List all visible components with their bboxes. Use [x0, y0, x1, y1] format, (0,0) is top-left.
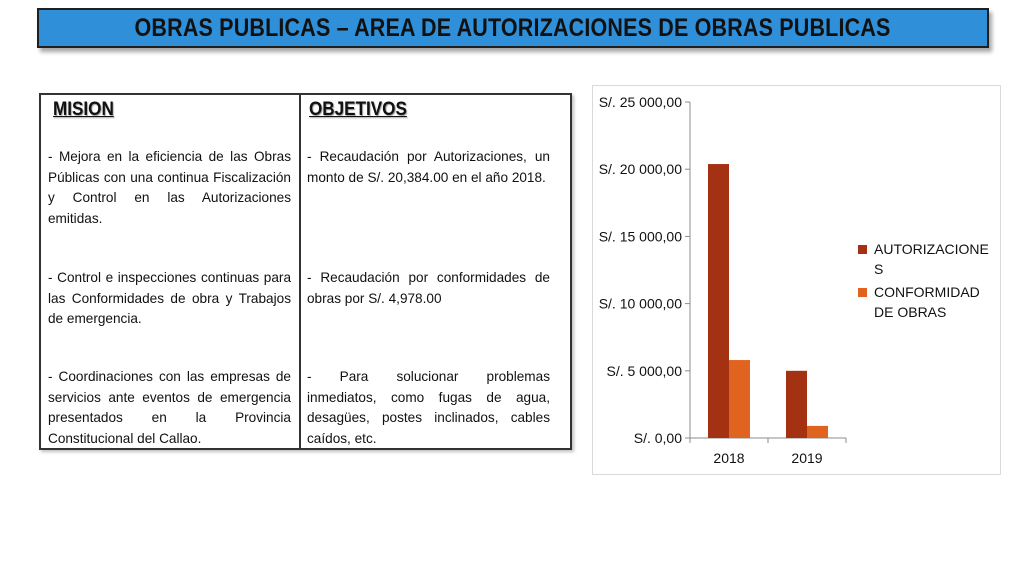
y-tick-label: S/. 15 000,00 — [599, 228, 683, 244]
x-tick-label: 2019 — [791, 450, 822, 466]
title-banner: OBRAS PUBLICAS – AREA DE AUTORIZACIONES … — [37, 8, 989, 48]
y-tick-label: S/. 25 000,00 — [599, 94, 683, 110]
y-tick-label: S/. 20 000,00 — [599, 161, 683, 177]
y-tick-label: S/. 0,00 — [634, 430, 682, 446]
objetivos-heading: OBJETIVOS — [309, 99, 407, 120]
x-tick-label: 2018 — [713, 450, 744, 466]
objetivos-item: - Para solucionar problemas inmediatos, … — [307, 369, 550, 446]
objetivos-column: OBJETIVOS - Recaudación por Autorizacion… — [301, 95, 570, 448]
mission-objectives-table: MISION - Mejora en la eficiencia de las … — [39, 93, 572, 450]
mision-item: - Coordinaciones con las empresas de ser… — [48, 369, 291, 446]
y-tick-label: S/. 10 000,00 — [599, 296, 683, 312]
legend-label: CONFORMIDAD DE OBRAS — [874, 284, 980, 320]
objetivos-item: - Recaudación por Autorizaciones, un mon… — [307, 149, 550, 185]
bar-2018-1 — [729, 360, 750, 438]
mision-column: MISION - Mejora en la eficiencia de las … — [41, 95, 301, 448]
chart-legend: AUTORIZACIONES CONFORMIDAD DE OBRAS — [858, 239, 993, 325]
bar-2018-0 — [708, 164, 729, 438]
legend-item: CONFORMIDAD DE OBRAS — [858, 282, 993, 322]
bar-2019-1 — [807, 425, 828, 438]
legend-label: AUTORIZACIONES — [874, 241, 989, 277]
objetivos-item: - Recaudación por conformidades de obras… — [307, 270, 550, 306]
revenue-bar-chart: S/. 0,00 S/. 5 000,00 S/. 10 000,00 S/. 15 … — [592, 85, 1001, 475]
y-tick-label: S/. 5 000,00 — [606, 363, 682, 379]
mision-item: - Control e inspecciones continuas para … — [48, 270, 291, 326]
mision-heading: MISION — [53, 99, 114, 120]
chart-plot: S/. 0,00 S/. 5 000,00 S/. 10 000,00 S/. 15 … — [599, 94, 847, 466]
legend-item: AUTORIZACIONES — [858, 239, 993, 279]
legend-swatch — [858, 245, 867, 254]
bar-2019-0 — [786, 370, 807, 438]
page-title: OBRAS PUBLICAS – AREA DE AUTORIZACIONES … — [134, 13, 891, 42]
legend-swatch — [858, 288, 867, 297]
mision-item: - Mejora en la eficiencia de las Obras P… — [48, 149, 291, 226]
